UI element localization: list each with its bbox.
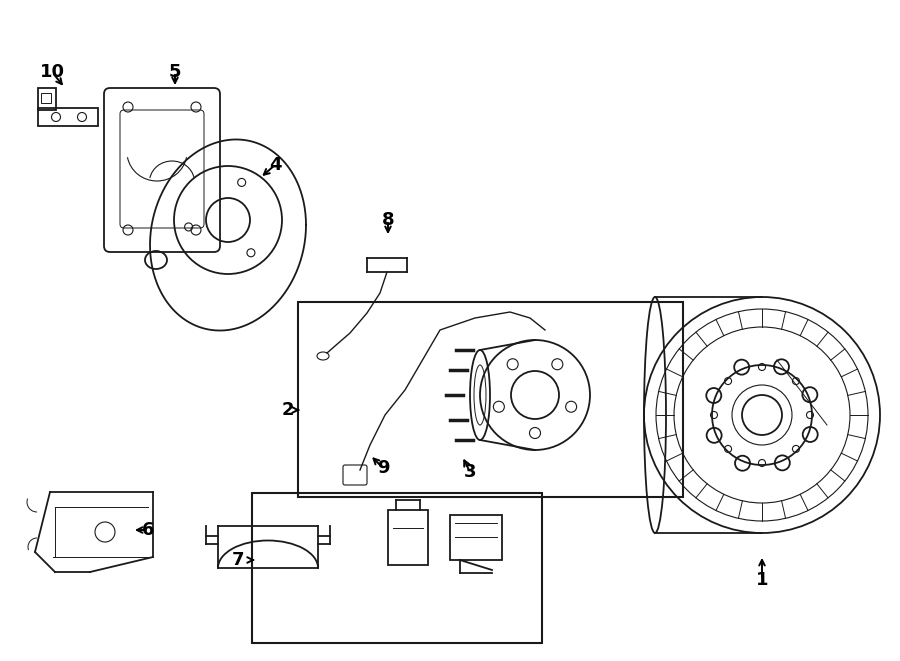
Bar	[38, 108, 98, 126]
Text: 5: 5	[169, 63, 181, 81]
Bar	[450, 515, 502, 560]
Bar	[388, 510, 428, 565]
Bar	[298, 302, 683, 497]
Bar	[41, 93, 51, 103]
Text: 10: 10	[40, 63, 65, 81]
Text: 4: 4	[269, 156, 281, 174]
Bar	[252, 493, 542, 643]
Text: 3: 3	[464, 463, 476, 481]
Text: 8: 8	[382, 211, 394, 229]
Text: 2: 2	[282, 401, 294, 419]
Text: 9: 9	[377, 459, 389, 477]
Text: 1: 1	[756, 571, 769, 589]
Text: 7: 7	[231, 551, 244, 569]
Text: 6: 6	[142, 521, 154, 539]
Bar	[38, 88, 56, 110]
